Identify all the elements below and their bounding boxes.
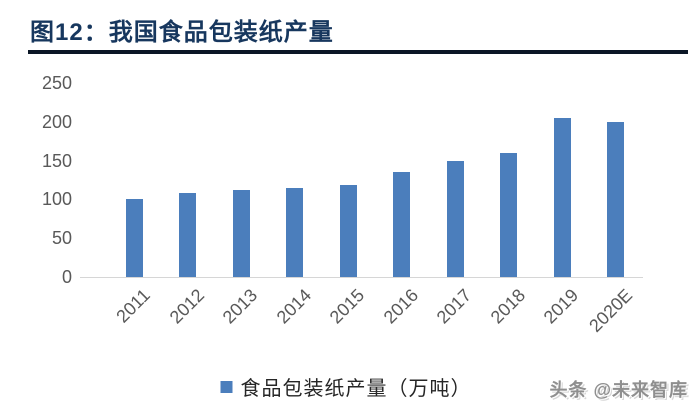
bar-2016 [393, 172, 411, 277]
y-tick-label-150: 150 [41, 150, 72, 171]
x-tick-label-2014: 2014 [272, 285, 315, 328]
bar-2019 [553, 117, 571, 277]
y-tick-label-50: 50 [51, 228, 72, 249]
title-underline [28, 50, 688, 54]
y-tick-label-0: 0 [61, 267, 72, 287]
bar-2015 [339, 185, 357, 277]
y-tick-label-100: 100 [41, 189, 72, 210]
x-tick-label-2013: 2013 [218, 285, 262, 328]
legend-marker [220, 380, 233, 393]
x-tick-label-2020E: 2020E [585, 285, 637, 336]
x-tick-label-2011: 2011 [112, 285, 155, 327]
bar-2020E [607, 121, 625, 277]
bar-2017 [446, 160, 464, 277]
x-tick-label-2012: 2012 [165, 285, 208, 328]
watermark: 头条 @未来智库 [549, 380, 688, 400]
bar-2013 [232, 190, 250, 277]
chart-legend: 食品包装纸产量（万吨） [220, 372, 472, 401]
y-tick-label-200: 200 [41, 111, 72, 132]
x-tick-label-2016: 2016 [379, 285, 422, 328]
x-tick-label-2017: 2017 [432, 285, 476, 328]
y-axis: 0 50 100 150 200 250 [0, 73, 72, 287]
x-tick-label-2019: 2019 [540, 285, 583, 328]
x-tick-label-2015: 2015 [325, 285, 369, 328]
bar-2012 [179, 193, 197, 277]
x-tick-label-2018: 2018 [486, 285, 530, 328]
figure-title: 图12：我国食品包装纸产量 [30, 19, 334, 46]
bar-2018 [500, 152, 518, 277]
y-tick-label-250: 250 [41, 73, 72, 93]
bar-2011 [125, 198, 143, 277]
plot-area: 2011 2012 2013 2014 2015 2016 2017 2018 2019 2020… [80, 80, 643, 336]
legend-label: 食品包装纸产量（万吨） [240, 378, 472, 400]
bar-2014 [286, 187, 304, 277]
